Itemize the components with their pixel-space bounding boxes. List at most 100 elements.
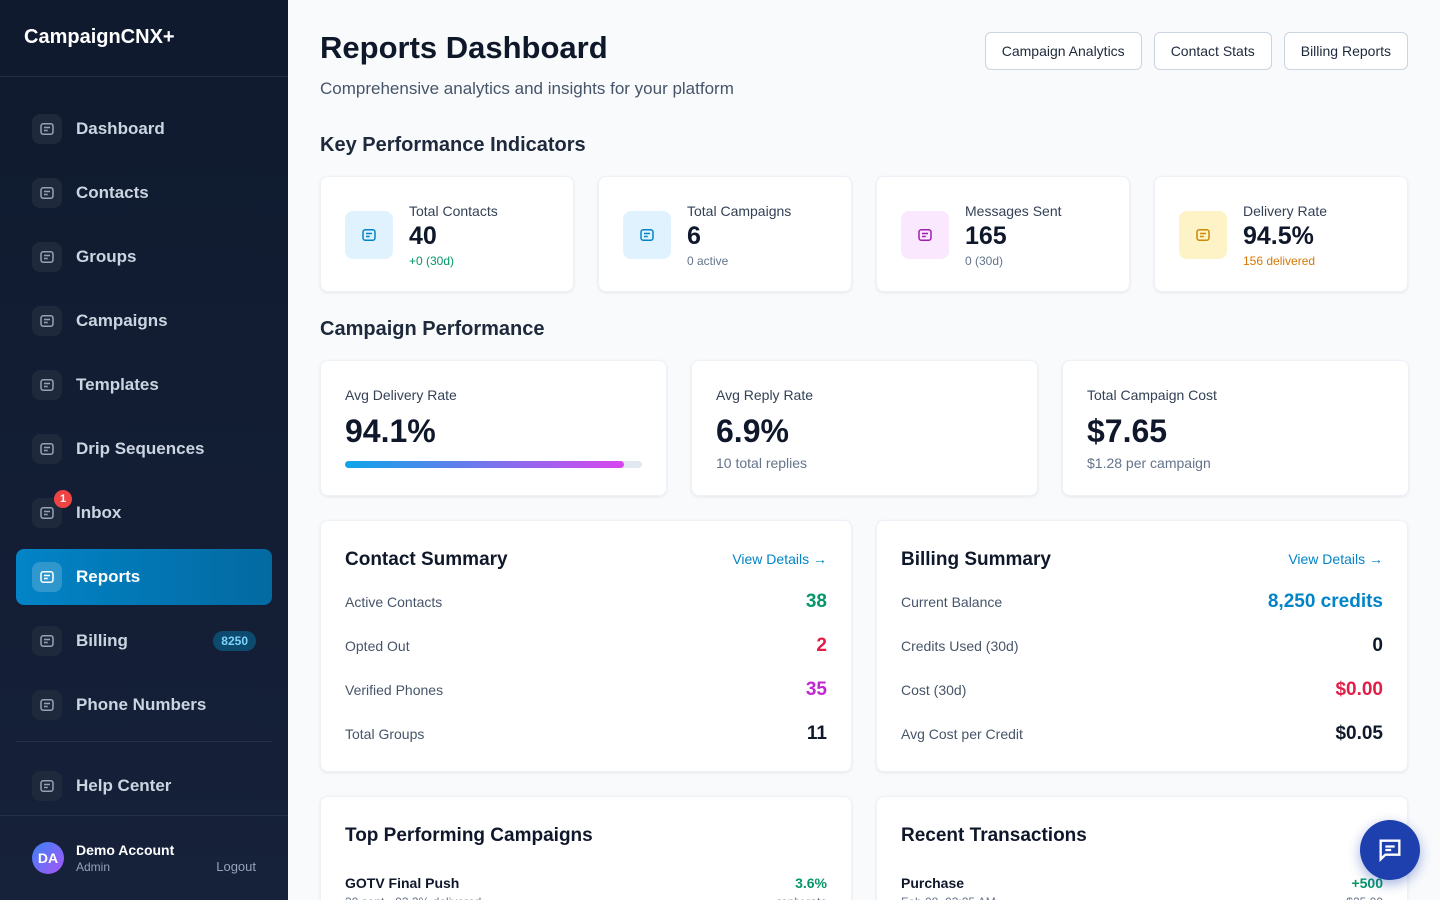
kpi-note: 156 delivered: [1243, 254, 1316, 268]
icon: [40, 251, 54, 263]
icon: [40, 699, 54, 711]
kpi-icon: [901, 211, 949, 259]
nav-item[interactable]: Phone Numbers: [16, 677, 272, 733]
item-value: +500: [1351, 875, 1383, 891]
nav-icon: [32, 178, 62, 208]
icon: [40, 443, 54, 455]
logout[interactable]: Logout: [216, 859, 256, 874]
nav-item[interactable]: Campaigns: [16, 293, 272, 349]
item-side: 3.6% reply rate: [777, 875, 827, 900]
button[interactable]: Billing Reports: [1283, 32, 1408, 70]
metric-value: 6.9%: [716, 413, 789, 449]
chat-icon: [1379, 839, 1401, 863]
item-detail: 30 sent • 93.3% delivered: [345, 895, 481, 900]
card-title: Billing Summary: [901, 549, 1051, 570]
nav-icon: [32, 690, 62, 720]
nav-item[interactable]: Dashboard: [16, 101, 272, 157]
header-buttons: Campaign Analytics Contact Stats Billing R…: [984, 32, 1408, 70]
kpi-value: 6: [687, 222, 701, 250]
list-item: GOTV Final Push 30 sent • 93.3% delivered…: [345, 875, 827, 900]
nav-item[interactable]: Groups: [16, 229, 272, 285]
kpi-value: 94.5%: [1243, 222, 1314, 250]
nav-item[interactable]: Billing 8250: [16, 613, 272, 669]
summary-row: Cost (30d) $0.00: [901, 679, 1383, 701]
nav-label: Inbox: [76, 503, 122, 522]
nav-icon: 1: [32, 490, 72, 528]
page-subtitle: Comprehensive analytics and insights for…: [320, 79, 734, 98]
nav-item[interactable]: 1 Inbox: [16, 485, 272, 541]
chat-button[interactable]: [1360, 820, 1420, 880]
badge: 1: [54, 490, 72, 508]
icon: [1196, 229, 1210, 241]
nav-item[interactable]: Templates: [16, 357, 272, 413]
button[interactable]: Campaign Analytics: [984, 32, 1142, 70]
nav-label: Billing: [76, 631, 128, 650]
nav-label: Reports: [76, 567, 141, 586]
list-card: Top Performing Campaigns GOTV Final Push 3…: [320, 796, 852, 900]
card-title: Recent Transactions: [901, 825, 1087, 846]
nav-label: Help Center: [76, 776, 172, 795]
summary-row: Avg Cost per Credit $0.05: [901, 723, 1383, 745]
summary-row: Current Balance 8,250 credits: [901, 591, 1383, 613]
nav-icon: [32, 370, 62, 400]
row-value: $0.05: [1335, 723, 1383, 744]
item-value: 3.6%: [795, 875, 827, 891]
user: DA Demo Account Admin Logout: [32, 842, 256, 874]
card-title: Top Performing Campaigns: [345, 825, 593, 846]
item-detail: Feb 08, 03:25 AM: [901, 895, 996, 900]
metric-note: 10 total replies: [716, 455, 808, 471]
nav-icon: [32, 242, 62, 272]
user-name: Demo Account: [76, 842, 175, 858]
kpi-icon: [623, 211, 671, 259]
item-main: GOTV Final Push 30 sent • 93.3% delivered: [345, 875, 481, 900]
progress-bar: [345, 461, 625, 468]
section-title: Campaign Performance: [320, 318, 545, 340]
row-label: Total Groups: [345, 726, 425, 742]
kpi-value: 40: [409, 222, 437, 250]
row-label: Avg Cost per Credit: [901, 726, 1023, 742]
row-value: 11: [806, 723, 827, 744]
nav-item[interactable]: Reports: [16, 549, 272, 605]
brand: CampaignCNX+: [24, 26, 175, 48]
nav-item[interactable]: Contacts: [16, 165, 272, 221]
metric-label: Total Campaign Cost: [1087, 387, 1217, 403]
kpi-icon: [345, 211, 393, 259]
row-value: $0.00: [1335, 679, 1383, 700]
kpi-icon: [1179, 211, 1227, 259]
metric-value: 94.1%: [345, 413, 436, 449]
summary-row: Active Contacts 38: [345, 591, 827, 613]
nav-icon: [32, 771, 62, 801]
list-card: Recent Transactions Purchase Feb 08, 03:25…: [876, 796, 1408, 900]
icon: [40, 379, 54, 391]
view-details[interactable]: View Details →: [732, 551, 827, 567]
nav-icon: [32, 626, 62, 656]
nav-label: Phone Numbers: [76, 695, 207, 714]
view-details[interactable]: View Details →: [1288, 551, 1383, 567]
nav-item[interactable]: Drip Sequences: [16, 421, 272, 477]
kpi-label: Delivery Rate: [1243, 203, 1328, 219]
performance-card: Avg Delivery Rate 94.1%: [320, 360, 667, 496]
kpi-card: Messages Sent 165 0 (30d): [876, 176, 1130, 292]
section-title: Key Performance Indicators: [320, 134, 586, 156]
kpi-card: Delivery Rate 94.5% 156 delivered: [1154, 176, 1408, 292]
kpi-label: Total Campaigns: [687, 203, 792, 219]
user-role: Admin: [76, 860, 111, 874]
row-label: Opted Out: [345, 638, 410, 654]
item-main: Purchase Feb 08, 03:25 AM: [901, 875, 996, 900]
summary-row: Opted Out 2: [345, 635, 827, 657]
help-link[interactable]: Help Center: [16, 758, 272, 814]
icon: [640, 229, 654, 241]
divider: [0, 815, 288, 816]
item-sub: reply rate: [777, 895, 827, 900]
icon: [40, 123, 54, 135]
performance-card: Avg Reply Rate 6.9% 10 total replies: [691, 360, 1038, 496]
button[interactable]: Contact Stats: [1153, 32, 1272, 70]
icon: [40, 315, 54, 327]
nav-label: Campaigns: [76, 311, 168, 330]
metric-label: Avg Delivery Rate: [345, 387, 457, 403]
metric-label: Avg Reply Rate: [716, 387, 814, 403]
summary-row: Verified Phones 35: [345, 679, 827, 701]
nav-icon: [32, 434, 62, 464]
kpi-card: Total Campaigns 6 0 active: [598, 176, 852, 292]
icon: [40, 780, 54, 792]
